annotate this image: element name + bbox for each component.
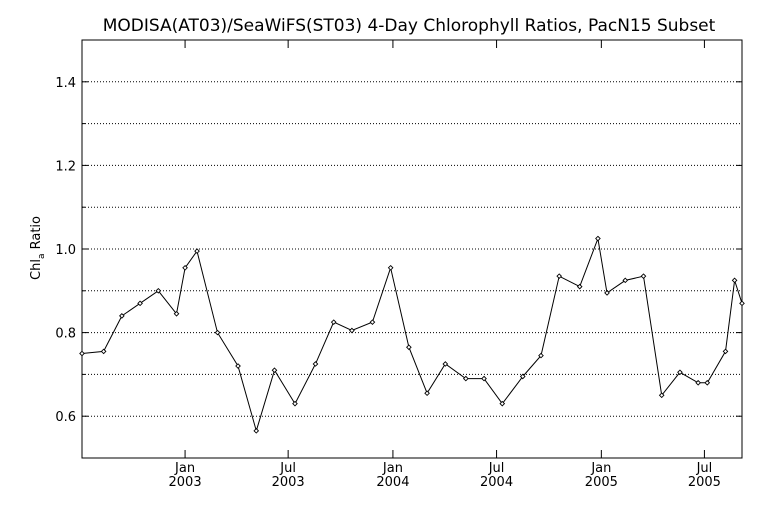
data-point (194, 248, 200, 254)
data-point (79, 350, 85, 357)
x-tick-month-label: Jul (488, 461, 505, 476)
data-point (658, 392, 665, 399)
data-point (173, 310, 180, 317)
x-tick-month-label: Jan (590, 461, 611, 476)
y-axis-label: Chla Ratio (29, 216, 47, 280)
y-tick-label: 1.2 (55, 159, 76, 174)
data-point (499, 400, 506, 407)
data-point (462, 375, 469, 382)
data-point (119, 313, 125, 319)
data-point (519, 373, 526, 380)
x-tick-month-label: Jul (279, 461, 296, 476)
data-point (576, 283, 583, 290)
data-point (538, 352, 544, 359)
y-axis-label-rest: Ratio (29, 216, 44, 254)
grid (82, 81, 742, 417)
x-tick-year-label: 2004 (376, 475, 409, 490)
x-tick-month-label: Jan (174, 461, 195, 476)
data-point (595, 235, 601, 242)
x-axis: Jan2003Jul2003Jan2004Jul2004Jan2005Jul20… (169, 40, 721, 490)
data-point (640, 273, 647, 280)
x-tick-year-label: 2005 (585, 475, 618, 490)
y-tick-label: 0.6 (55, 410, 76, 425)
data-point (704, 379, 711, 386)
x-tick-month-label: Jul (696, 461, 713, 476)
data-point (182, 264, 188, 271)
y-axis-label-subscript: a (37, 254, 47, 260)
data-point (271, 367, 278, 374)
data-point (214, 329, 221, 336)
data-point (369, 319, 376, 325)
y-tick-label: 0.8 (55, 327, 76, 342)
data-point (424, 390, 430, 397)
data-point (604, 290, 610, 296)
data-point (253, 427, 260, 434)
y-axis: 0.6 0.8 1.0 1.2 1.4 (55, 76, 742, 425)
data-point (312, 361, 319, 367)
data-point (442, 361, 449, 367)
data-point (481, 375, 487, 382)
x-tick-year-label: 2005 (688, 475, 721, 490)
data-point (292, 400, 298, 407)
data-point (235, 363, 241, 369)
data-point (406, 344, 412, 351)
y-tick-label: 1.4 (55, 76, 76, 91)
x-tick-month-label: Jan (382, 461, 403, 476)
y-tick-label: 1.0 (55, 243, 76, 258)
data-point (739, 300, 745, 307)
y-axis-label-main: Chl (29, 259, 44, 280)
data-point (677, 369, 683, 376)
data-point (722, 348, 729, 355)
data-point (731, 277, 738, 284)
data-point (695, 379, 701, 386)
chart-title: MODISA(AT03)/SeaWiFS(ST03) 4-Day Chlorop… (103, 16, 716, 36)
data-point (137, 300, 143, 307)
x-tick-year-label: 2003 (272, 475, 305, 490)
data-series (79, 235, 745, 434)
data-point (387, 264, 394, 271)
data-point (622, 277, 629, 284)
x-tick-year-label: 2004 (480, 475, 513, 490)
data-point (155, 287, 162, 294)
data-point (349, 327, 355, 334)
x-tick-year-label: 2003 (169, 475, 202, 490)
data-point (556, 273, 563, 280)
data-point (100, 348, 107, 355)
data-point (330, 319, 337, 325)
